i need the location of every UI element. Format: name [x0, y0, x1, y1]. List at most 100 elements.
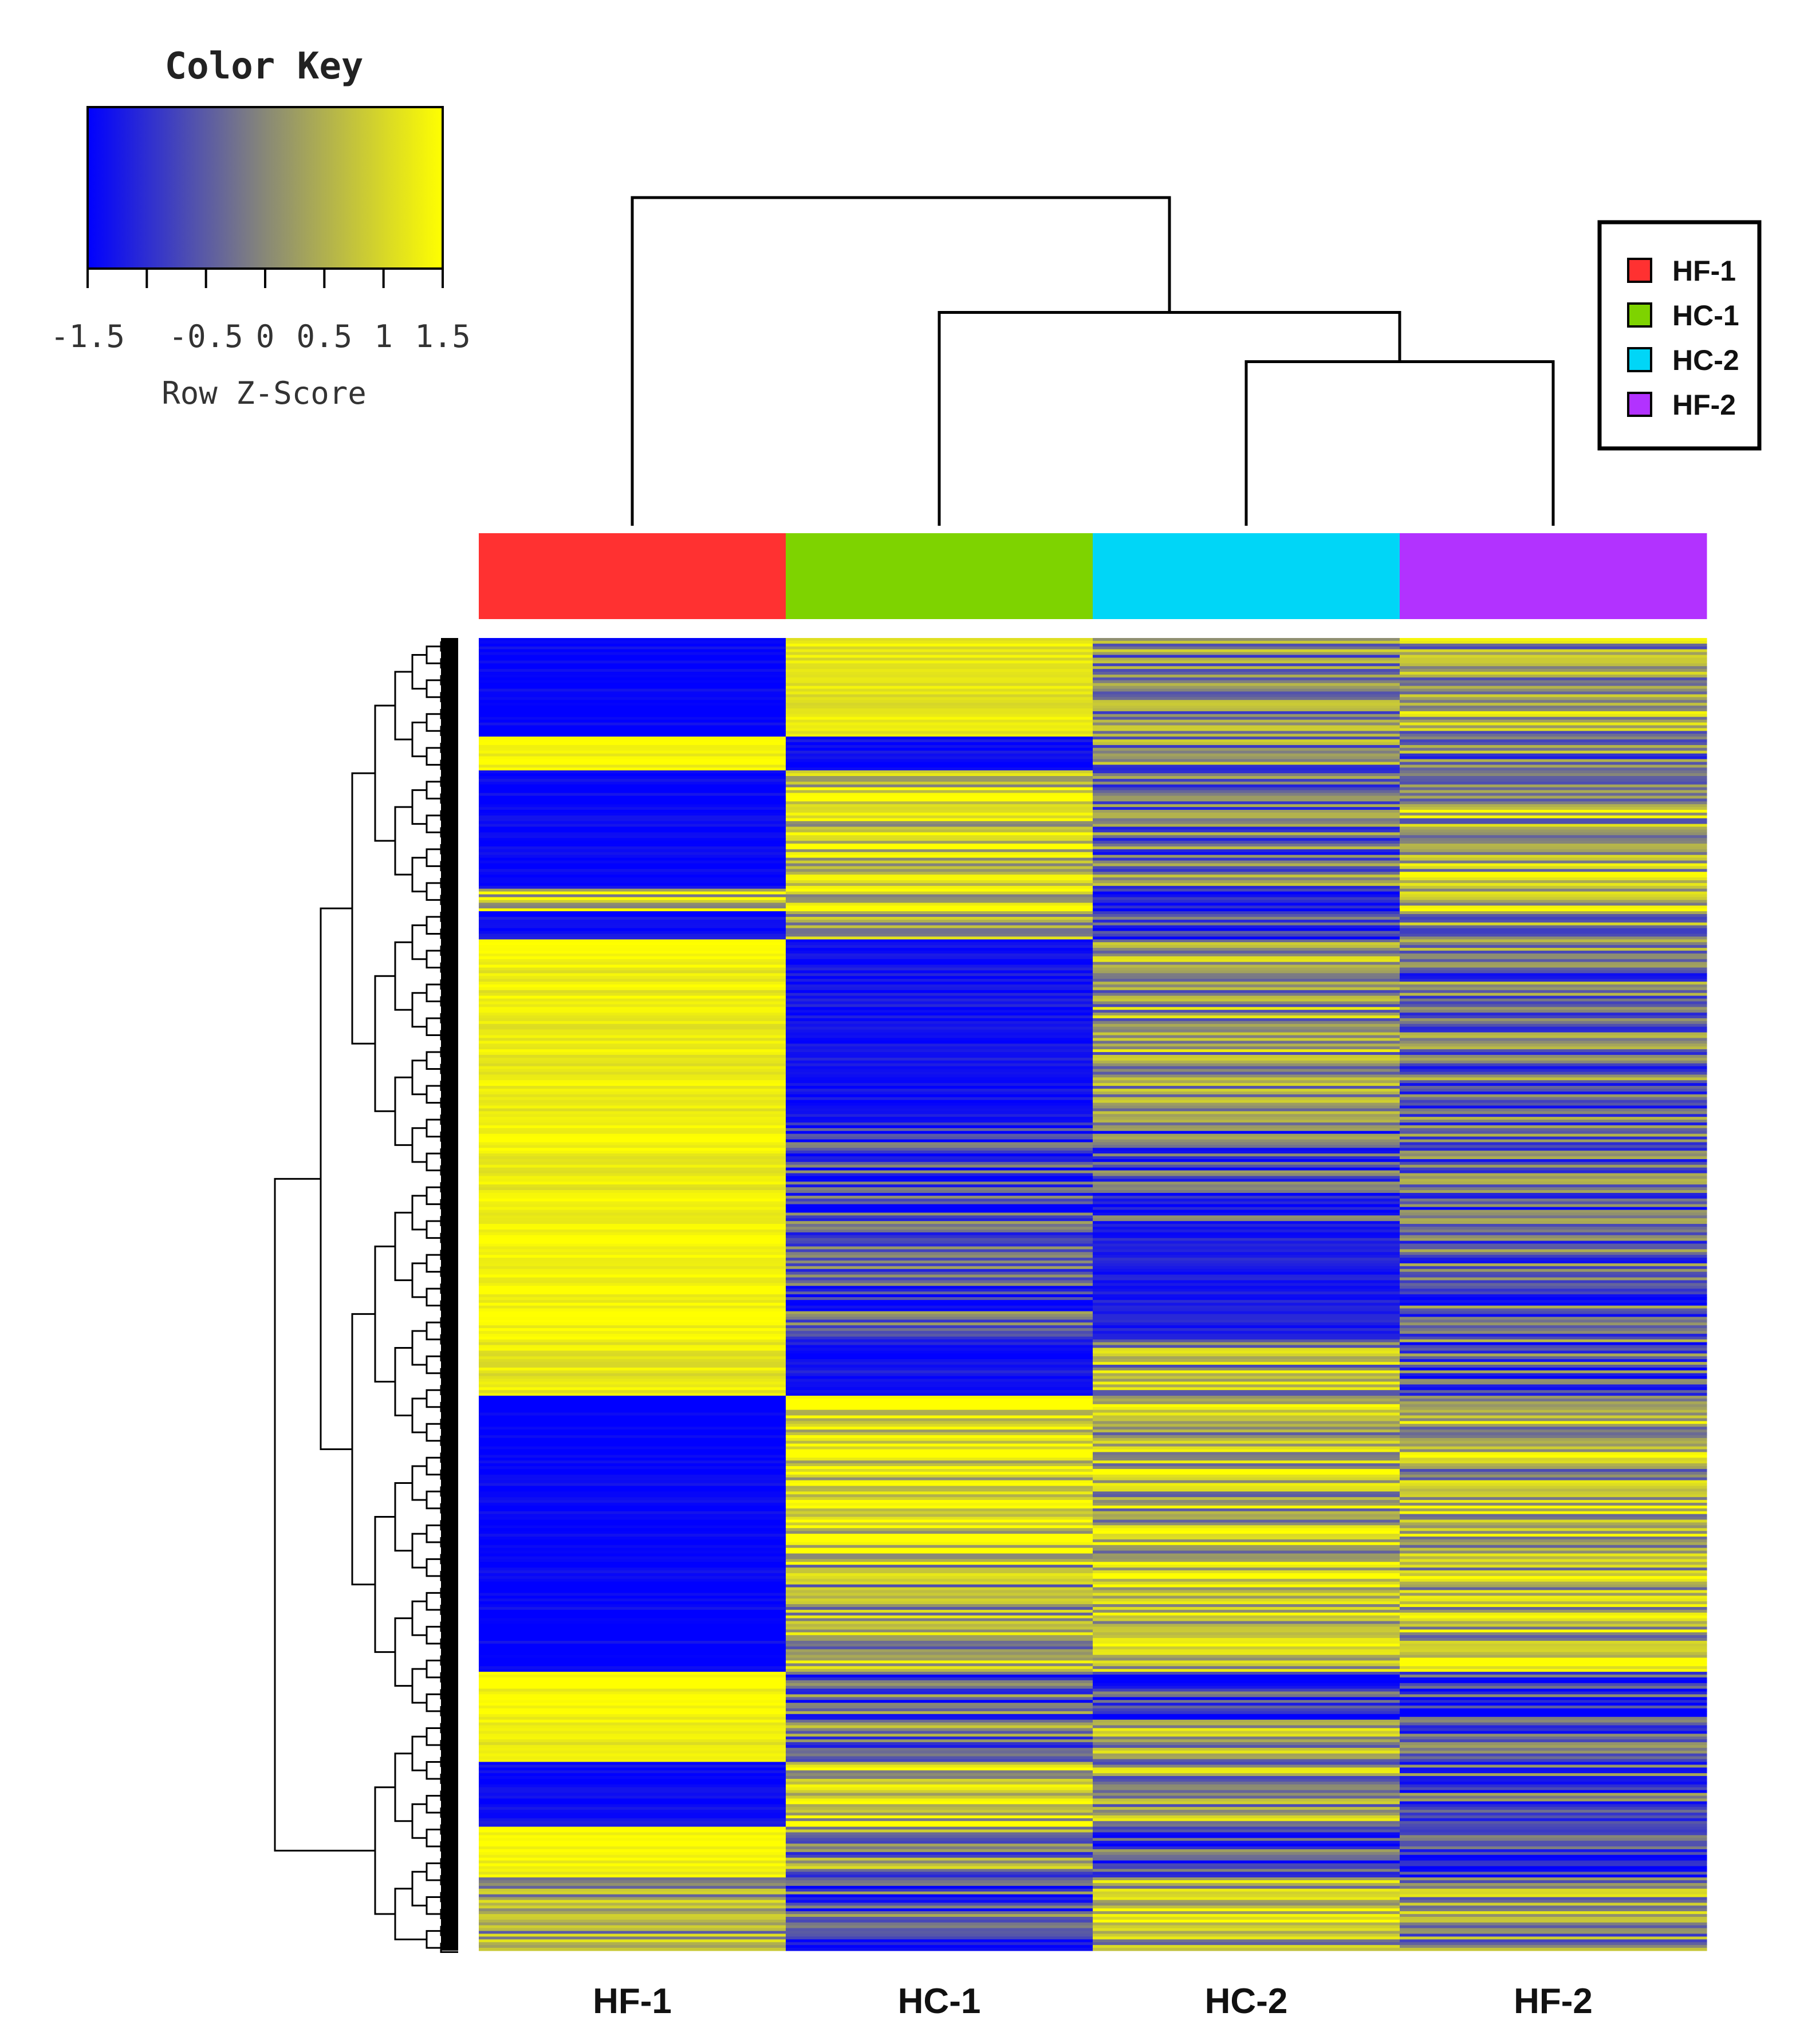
row-dendrogram-link	[426, 1287, 441, 1307]
heatmap-cell	[1400, 1350, 1707, 1354]
heatmap-cell	[479, 1801, 786, 1805]
heatmap-cell	[1093, 1914, 1400, 1917]
heatmap-cell	[479, 998, 786, 1002]
heatmap-cell	[1093, 1604, 1400, 1608]
heatmap-cell	[786, 1004, 1093, 1007]
heatmap-cell	[1400, 1807, 1707, 1810]
heatmap-cell	[479, 1781, 786, 1785]
heatmap-cell	[1400, 919, 1707, 923]
heatmap-cell	[479, 1201, 786, 1205]
heatmap-cell	[786, 677, 1093, 681]
heatmap-cell	[479, 1531, 786, 1534]
heatmap-cell	[1400, 1362, 1707, 1365]
heatmap-cell	[479, 686, 786, 690]
heatmap-cell	[479, 1502, 786, 1506]
heatmap-cell	[1400, 953, 1707, 957]
heatmap-cell	[786, 725, 1093, 728]
heatmap-cell	[479, 1587, 786, 1591]
heatmap-cell	[786, 1021, 1093, 1025]
heatmap-cell	[479, 1632, 786, 1636]
heatmap-cell	[479, 1179, 786, 1182]
heatmap-cell	[479, 1542, 786, 1546]
heatmap-cell	[1093, 1362, 1400, 1365]
heatmap-cell	[1400, 742, 1707, 746]
heatmap-cell	[479, 818, 786, 822]
heatmap-cell	[479, 1421, 786, 1424]
column-label-hc-2: HC-2	[1205, 1982, 1288, 2021]
heatmap-cell	[786, 1706, 1093, 1709]
heatmap-cell	[1093, 984, 1400, 988]
heatmap-cell	[479, 1477, 786, 1481]
heatmap-cell	[479, 1486, 786, 1489]
heatmap-cell	[1093, 649, 1400, 653]
heatmap-cell	[1093, 770, 1400, 774]
heatmap-cell	[1400, 1381, 1707, 1385]
heatmap-cell	[1400, 669, 1707, 672]
heatmap-cell	[786, 1891, 1093, 1895]
heatmap-cell	[479, 663, 786, 667]
heatmap-cell	[1400, 1677, 1707, 1681]
heatmap-cell	[786, 804, 1093, 808]
heatmap-cell	[479, 1646, 786, 1650]
heatmap-cell	[786, 784, 1093, 788]
heatmap-cell	[1093, 739, 1400, 743]
heatmap-cell	[786, 1229, 1093, 1233]
heatmap-cell	[1400, 1719, 1707, 1723]
heatmap-cell	[786, 1801, 1093, 1805]
heatmap-cell	[1093, 1568, 1400, 1571]
heatmap-cell	[479, 1446, 786, 1450]
color-key-tick-label: 0	[256, 318, 275, 355]
heatmap-cell	[786, 854, 1093, 858]
heatmap-cell	[1093, 1844, 1400, 1847]
heatmap-cell	[479, 1148, 786, 1151]
heatmap-cell	[1093, 1531, 1400, 1534]
heatmap-cell	[1400, 1390, 1707, 1393]
heatmap-cell	[479, 1790, 786, 1794]
heatmap-cell	[786, 1057, 1093, 1061]
heatmap-cell	[1400, 1013, 1707, 1016]
heatmap-cell	[479, 1458, 786, 1461]
heatmap-cell	[1093, 703, 1400, 706]
heatmap-cell	[1400, 1308, 1707, 1312]
heatmap-cell	[479, 1384, 786, 1388]
row-dendrogram-link	[426, 1051, 441, 1070]
heatmap-cell	[1400, 1649, 1707, 1653]
row-dendrogram-link	[426, 713, 441, 732]
heatmap-cell	[479, 700, 786, 703]
row-dendrogram-link	[426, 1389, 441, 1408]
heatmap-cell	[1400, 1835, 1707, 1838]
heatmap-cell	[1400, 1866, 1707, 1869]
heatmap-cell	[479, 1844, 786, 1847]
heatmap-cell	[786, 1638, 1093, 1641]
heatmap-cell	[479, 1812, 786, 1816]
heatmap-cell	[479, 1612, 786, 1616]
heatmap-cell	[1400, 1694, 1707, 1698]
heatmap-cell	[786, 829, 1093, 833]
heatmap-cell	[786, 1669, 1093, 1672]
heatmap-cell	[1093, 1204, 1400, 1208]
heatmap-cell	[479, 1798, 786, 1802]
heatmap-cell	[1093, 1192, 1400, 1196]
heatmap-cell	[1093, 973, 1400, 976]
heatmap-cell	[1093, 1818, 1400, 1822]
heatmap-cell	[786, 1007, 1093, 1010]
heatmap-cell	[786, 1438, 1093, 1442]
heatmap-cell	[1093, 1646, 1400, 1650]
heatmap-cell	[786, 1088, 1093, 1092]
heatmap-cell	[786, 832, 1093, 836]
heatmap-cell	[1400, 688, 1707, 692]
heatmap-cell	[1400, 716, 1707, 720]
heatmap-cell	[1093, 1201, 1400, 1205]
heatmap-cell	[1400, 1083, 1707, 1086]
heatmap-cell	[1400, 1007, 1707, 1010]
heatmap-cell	[479, 1415, 786, 1419]
heatmap-cell	[1400, 1609, 1707, 1613]
heatmap-cell	[786, 1038, 1093, 1041]
heatmap-cell	[479, 1173, 786, 1177]
heatmap-cell	[786, 1765, 1093, 1768]
heatmap-cell	[786, 1322, 1093, 1326]
heatmap-cell	[786, 1514, 1093, 1518]
heatmap-cell	[1093, 1770, 1400, 1774]
heatmap-cell	[1400, 1596, 1707, 1599]
heatmap-cell	[479, 1432, 786, 1436]
